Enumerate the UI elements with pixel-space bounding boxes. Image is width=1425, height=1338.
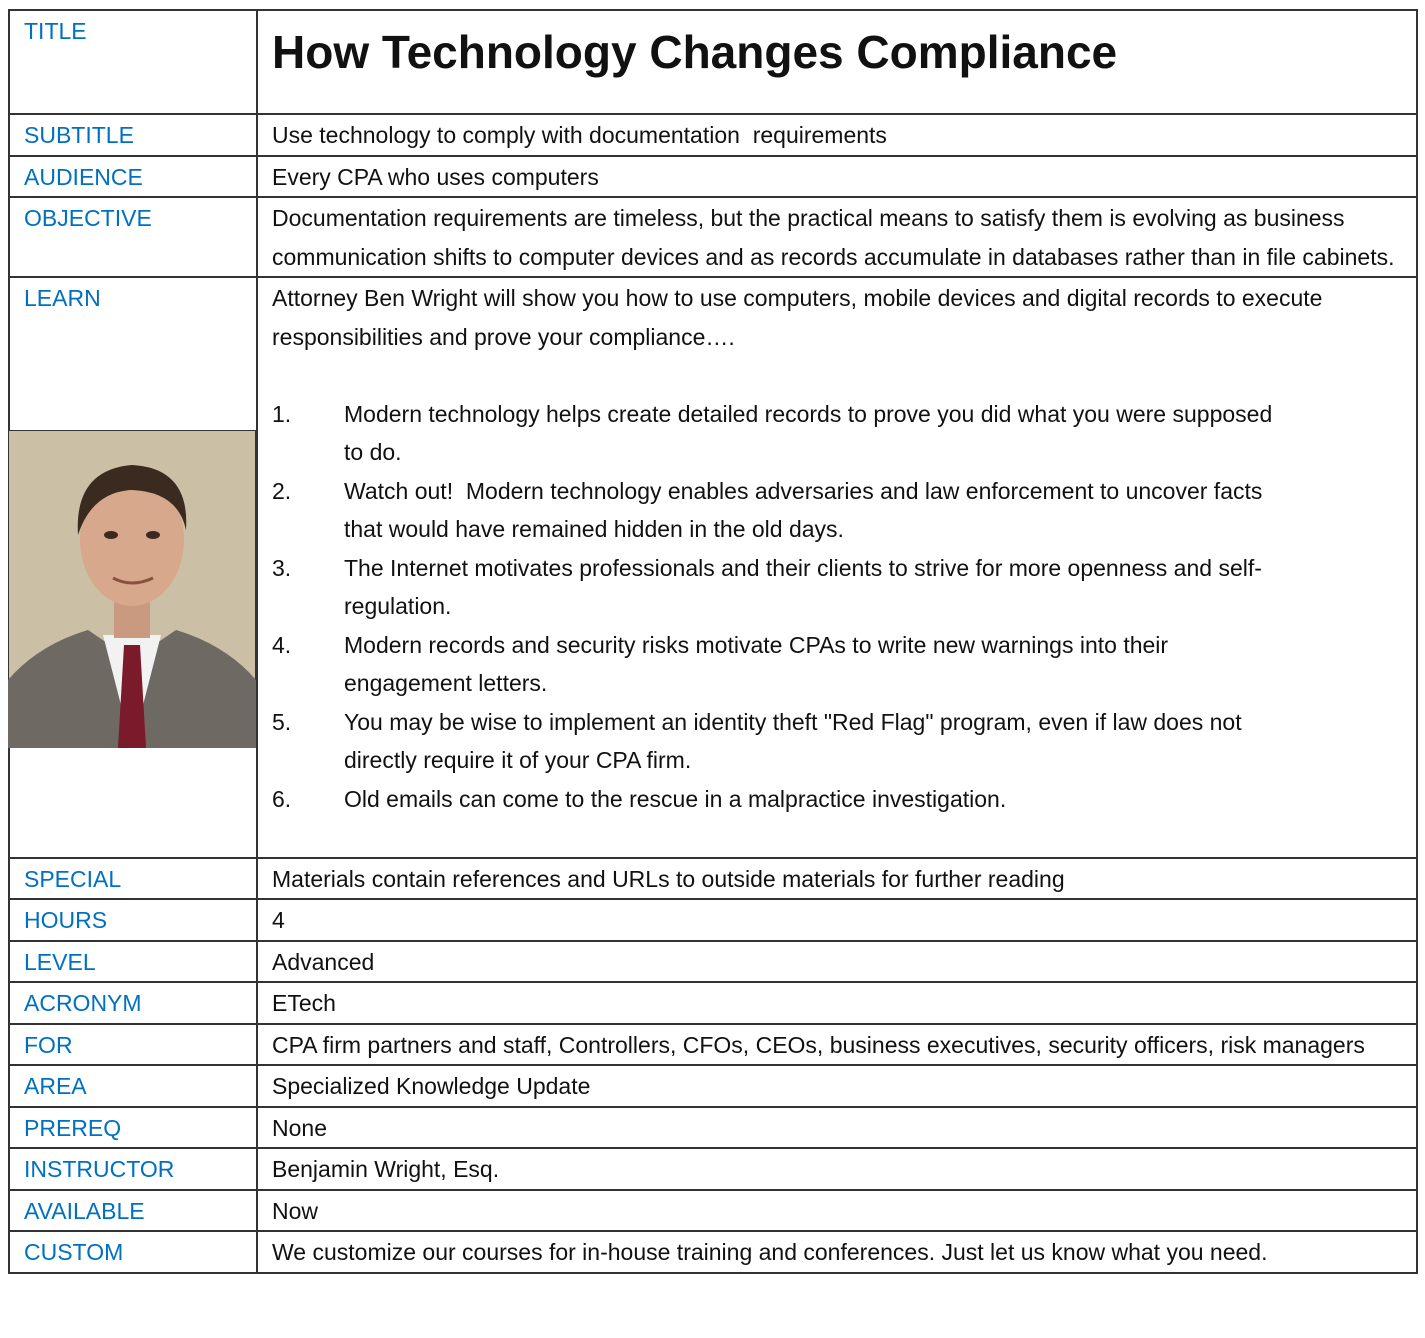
row-label: AUDIENCE [8, 154, 258, 198]
list-item: 1. Modern technology helps create detaile… [272, 395, 1292, 472]
row-value: Now [256, 1188, 1418, 1232]
item-text: You may be wise to implement an identity… [344, 708, 1249, 774]
learn-intro: Attorney Ben Wright will show you how to… [272, 285, 1329, 350]
row-label: TITLE [8, 9, 258, 115]
row-value: Attorney Ben Wright will show you how to… [256, 276, 1418, 859]
table-row: PREREQ None [8, 1105, 1418, 1149]
table-row: ACRONYM ETech [8, 981, 1418, 1025]
row-label: OBJECTIVE [8, 196, 258, 278]
row-label: LEARN [8, 276, 258, 859]
item-text: Modern records and security risks motiva… [344, 631, 1175, 697]
row-label: CUSTOM [8, 1230, 258, 1274]
item-number: 1. [272, 400, 292, 427]
row-label: PREREQ [8, 1105, 258, 1149]
table-row: AREA Specialized Knowledge Update [8, 1064, 1418, 1108]
row-label: FOR [8, 1022, 258, 1066]
row-label: SPECIAL [8, 856, 258, 900]
list-item: 2. Watch out! Modern technology enables a… [272, 472, 1292, 549]
row-label: ACRONYM [8, 981, 258, 1025]
row-value: Documentation requirements are timeless,… [256, 196, 1418, 278]
table-row: CUSTOM We customize our courses for in-ho… [8, 1230, 1418, 1274]
row-value: Benjamin Wright, Esq. [256, 1147, 1418, 1191]
row-value: None [256, 1105, 1418, 1149]
row-label: AVAILABLE [8, 1188, 258, 1232]
course-title: How Technology Changes Compliance [256, 9, 1418, 115]
row-value: CPA firm partners and staff, Controllers… [256, 1022, 1418, 1066]
row-value: Materials contain references and URLs to… [256, 856, 1418, 900]
list-item: 3. The Internet motivates professionals a… [272, 549, 1292, 626]
row-label: INSTRUCTOR [8, 1147, 258, 1191]
spacer [272, 818, 1402, 857]
row-value: 4 [256, 898, 1418, 942]
table-row: LEARN Attorney Ben Wright will show you … [8, 276, 1418, 859]
item-text: Modern technology helps create detailed … [344, 400, 1279, 466]
row-value: Use technology to comply with documentat… [256, 113, 1418, 157]
course-table: TITLE How Technology Changes Compliance … [8, 9, 1418, 1274]
row-label: AREA [8, 1064, 258, 1108]
row-label: SUBTITLE [8, 113, 258, 157]
table-row: SUBTITLE Use technology to comply with do… [8, 113, 1418, 157]
item-text: Watch out! Modern technology enables adv… [344, 477, 1269, 543]
instructor-photo [8, 430, 256, 748]
item-number: 3. [272, 554, 292, 581]
title-row: TITLE How Technology Changes Compliance [8, 9, 1418, 115]
table-row: LEVEL Advanced [8, 939, 1418, 983]
row-value: We customize our courses for in-house tr… [256, 1230, 1418, 1274]
row-value: ETech [256, 981, 1418, 1025]
item-number: 5. [272, 708, 292, 735]
list-item: 5. You may be wise to implement an identi… [272, 703, 1292, 780]
item-number: 2. [272, 477, 292, 504]
item-text: The Internet motivates professionals and… [344, 554, 1262, 620]
row-value: Specialized Knowledge Update [256, 1064, 1418, 1108]
row-value: Every CPA who uses computers [256, 154, 1418, 198]
item-text: Old emails can come to the rescue in a m… [344, 785, 1007, 812]
row-label: LEVEL [8, 939, 258, 983]
spacer [272, 356, 1402, 395]
table-row: HOURS 4 [8, 898, 1418, 942]
list-item: 4. Modern records and security risks moti… [272, 626, 1292, 703]
table-row: INSTRUCTOR Benjamin Wright, Esq. [8, 1147, 1418, 1191]
list-item: 6. Old emails can come to the rescue in a… [272, 780, 1292, 819]
row-label: HOURS [8, 898, 258, 942]
table-row: SPECIAL Materials contain references and … [8, 856, 1418, 900]
item-number: 4. [272, 631, 292, 658]
row-value: Advanced [256, 939, 1418, 983]
table-row: AUDIENCE Every CPA who uses computers [8, 154, 1418, 198]
table-row: FOR CPA firm partners and staff, Controll… [8, 1022, 1418, 1066]
item-number: 6. [272, 785, 292, 812]
table-row: AVAILABLE Now [8, 1188, 1418, 1232]
table-row: OBJECTIVE Documentation requirements are … [8, 196, 1418, 278]
table-body: TITLE How Technology Changes Compliance … [8, 9, 1418, 1274]
